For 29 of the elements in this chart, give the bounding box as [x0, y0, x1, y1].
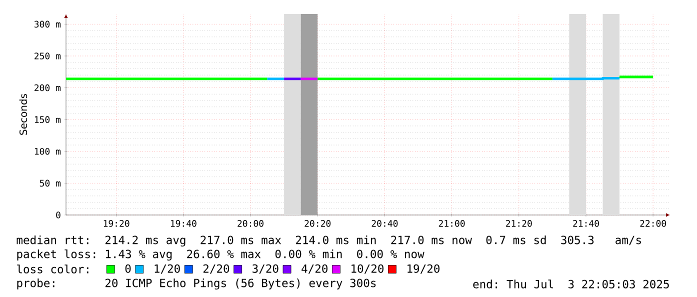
legend-label: 3/20 — [252, 264, 278, 274]
x-tick-label: 21:20 — [506, 220, 532, 227]
y-tick-label: 200 m — [34, 84, 61, 92]
x-tick-label: 20:40 — [372, 220, 398, 227]
text: median rtt: 214.2 ms avg 217.0 ms max 214.0 ms min 217.0 ms now 0.7 ms sd 305.3 am/s — [16, 236, 641, 246]
x-tick-label: 19:20 — [104, 220, 130, 227]
legend-title: loss color: — [17, 264, 88, 274]
y-tick-label: 150 m — [34, 116, 61, 123]
legend-label: 19/20 — [408, 264, 440, 274]
legend-label: 0 — [125, 264, 131, 273]
y-tick-label: 100 m — [34, 148, 61, 155]
x-tick-label: 19:40 — [170, 220, 196, 227]
y-tick-label: 0 — [56, 212, 60, 218]
legend-label: 2/20 — [203, 264, 230, 274]
text: probe: 20 ICMP Echo Pings (56 Bytes) every 300s — [17, 278, 376, 290]
text: end: Thu Jul 3 22:05:03 2025 — [473, 280, 669, 288]
x-tick-label: 21:00 — [438, 220, 465, 227]
x-tick-label: 21:40 — [573, 220, 599, 227]
legend-label: 4/20 — [302, 264, 328, 274]
x-tick-label: 22:00 — [640, 220, 666, 227]
legend-label: 10/20 — [352, 264, 384, 274]
text: packet loss: 1.43 % avg 26.60 % max 0.00 % min 0.00 % now — [17, 249, 424, 261]
y-tick-label: 300 m — [34, 20, 61, 28]
y-axis-title: Seconds — [19, 94, 28, 135]
legend-label: 1/20 — [154, 264, 180, 274]
y-tick-label: 250 m — [34, 52, 61, 60]
y-tick-label: 50 m — [40, 180, 61, 187]
x-tick-label: 20:00 — [238, 220, 264, 227]
x-tick-label: 20:20 — [304, 220, 331, 227]
